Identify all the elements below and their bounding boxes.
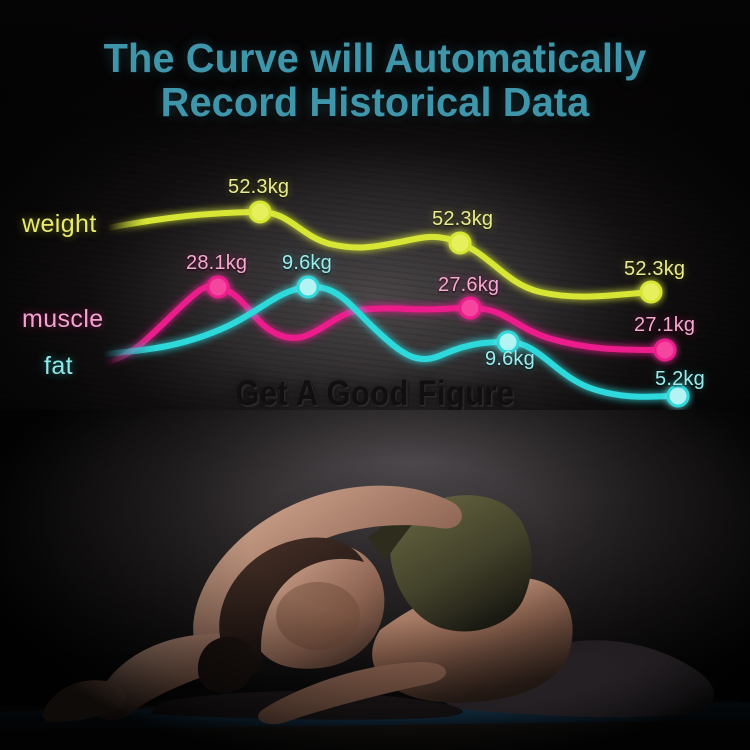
muscle-value-label-2: 27.6kg xyxy=(438,274,500,296)
weight-curve xyxy=(105,208,654,300)
yoga-photo-illustration xyxy=(0,410,750,750)
headline-line-2: Record Historical Data xyxy=(160,79,590,125)
muscle-value-label-1: 28.1kg xyxy=(186,252,248,274)
fat-point-2[interactable] xyxy=(496,330,520,354)
muscle-value-label-3: 27.1kg xyxy=(634,314,696,336)
headline: The Curve will Automatically Record Hist… xyxy=(11,36,739,124)
muscle-point-1[interactable] xyxy=(206,275,230,299)
fat-curve xyxy=(101,283,681,400)
caption-text: Get A Good Figure xyxy=(235,374,515,413)
fat-value-label-2: 9.6kg xyxy=(485,348,535,370)
curve-svg xyxy=(101,200,690,408)
fat-value-label-1: 9.6kg xyxy=(282,252,332,274)
weight-point-2[interactable] xyxy=(448,231,472,255)
background-top-shade xyxy=(0,0,750,165)
legend-label-muscle: muscle xyxy=(22,305,104,333)
weight-point-3[interactable] xyxy=(639,280,663,304)
weight-value-label-2: 52.3kg xyxy=(432,208,494,230)
legend-label-fat: fat xyxy=(44,352,73,380)
weight-value-label-3: 52.3kg xyxy=(624,258,686,280)
fat-point-1[interactable] xyxy=(296,275,320,299)
legend-label-weight: weight xyxy=(22,210,97,238)
headline-line-1: The Curve will Automatically xyxy=(103,35,647,81)
fat-value-label-3: 5.2kg xyxy=(655,368,705,390)
weight-value-label-1: 52.3kg xyxy=(228,176,290,198)
muscle-point-2[interactable] xyxy=(458,296,482,320)
fat-point-3[interactable] xyxy=(666,384,690,408)
history-curve-chart xyxy=(0,150,750,430)
weight-point-1[interactable] xyxy=(248,200,272,224)
muscle-point-3[interactable] xyxy=(653,338,677,362)
yoga-photo xyxy=(0,410,750,750)
